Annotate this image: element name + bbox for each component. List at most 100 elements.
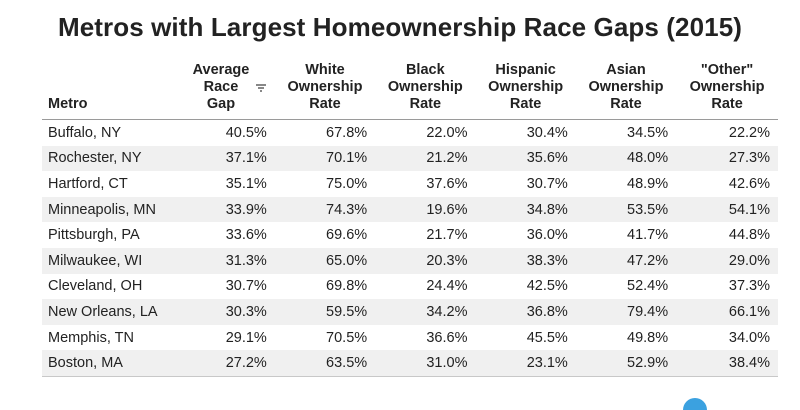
table-row: Hartford, CT 35.1% 75.0% 37.6% 30.7% 48.9% 42.… (42, 171, 778, 197)
value-cell-white-ownership-rate: 67.8% (326, 124, 368, 141)
value-cell-asian-ownership-rate: 52.4% (627, 278, 669, 295)
table-row: Milwaukee, WI 31.3% 65.0% 20.3% 38.3% 47.2% 29… (42, 247, 778, 274)
table-row: Boston, MA 27.2% 63.5% 31.0% 23.1% 52.9% 38.4% (42, 350, 778, 377)
value-cell-hispanic-ownership-rate: 36.0% (526, 227, 568, 244)
value-cell-hispanic-ownership-rate: 42.5% (526, 278, 568, 295)
value-cell-black-ownership-rate: 34.2% (426, 303, 468, 320)
value-cell-other-ownership-rate: 34.0% (728, 329, 770, 346)
table-row: Buffalo, NY 40.5% 67.8% 22.0% 30.4% 34.5% 22.2… (42, 119, 778, 146)
value-cell-average-race-gap: 40.5% (225, 124, 267, 141)
table-row: Rochester, NY 37.1% 70.1% 21.2% 35.6% 48.0% 27… (42, 145, 778, 172)
metro-name-cell: Boston, MA (48, 355, 123, 372)
value-cell-other-ownership-rate: 54.1% (728, 201, 770, 218)
value-cell-other-ownership-rate: 27.3% (728, 150, 770, 167)
value-cell-asian-ownership-rate: 79.4% (627, 303, 669, 320)
column-header-metro[interactable]: Metro (42, 60, 185, 120)
column-header-label: Average Race Gap (193, 62, 250, 113)
column-header-line: Rate (610, 96, 642, 112)
value-cell-asian-ownership-rate: 48.0% (627, 150, 669, 167)
value-cell-white-ownership-rate: 75.0% (326, 175, 368, 192)
column-header-line: Average (192, 62, 250, 78)
value-cell-asian-ownership-rate: 48.9% (627, 175, 669, 192)
column-header-line: Ownership (488, 79, 564, 95)
value-cell-white-ownership-rate: 70.1% (326, 150, 368, 167)
column-header-line: Rate (509, 96, 542, 112)
value-cell-other-ownership-rate: 29.0% (728, 252, 770, 269)
value-cell-average-race-gap: 30.7% (225, 278, 267, 295)
value-cell-hispanic-ownership-rate: 30.4% (526, 124, 568, 141)
column-header-line: Ownership (588, 79, 664, 95)
value-cell-asian-ownership-rate: 52.9% (627, 355, 669, 372)
metro-name-cell: Cleveland, OH (48, 278, 143, 295)
column-header-black-ownership-rate[interactable]: Black Ownership Rate (375, 60, 475, 120)
column-header-line: Gap (206, 96, 236, 112)
table-row: Cleveland, OH 30.7% 69.8% 24.4% 42.5% 52.4% 37… (42, 273, 778, 300)
value-cell-average-race-gap: 29.1% (225, 329, 267, 346)
value-cell-white-ownership-rate: 63.5% (326, 355, 368, 372)
value-cell-white-ownership-rate: 74.3% (326, 201, 368, 218)
value-cell-black-ownership-rate: 31.0% (426, 355, 468, 372)
value-cell-white-ownership-rate: 59.5% (326, 303, 368, 320)
column-header-label: White Ownership Rate (288, 62, 363, 113)
value-cell-asian-ownership-rate: 53.5% (627, 201, 669, 218)
value-cell-average-race-gap: 31.3% (225, 252, 267, 269)
value-cell-white-ownership-rate: 70.5% (326, 329, 368, 346)
value-cell-asian-ownership-rate: 49.8% (627, 329, 669, 346)
metro-name-cell: Memphis, TN (48, 329, 134, 346)
column-header-line: "Other" (700, 62, 754, 78)
value-cell-white-ownership-rate: 65.0% (326, 252, 368, 269)
column-header-line: Rate (711, 96, 743, 112)
value-cell-average-race-gap: 27.2% (225, 355, 267, 372)
column-header-white-ownership-rate[interactable]: White Ownership Rate (275, 60, 375, 120)
value-cell-black-ownership-rate: 19.6% (426, 201, 468, 218)
column-header-line: Hispanic (495, 62, 556, 78)
column-header-line: Metro (48, 96, 88, 112)
column-header-line: Ownership (387, 79, 463, 95)
value-cell-hispanic-ownership-rate: 35.6% (526, 150, 568, 167)
value-cell-hispanic-ownership-rate: 38.3% (526, 252, 568, 269)
value-cell-other-ownership-rate: 38.4% (728, 355, 770, 372)
value-cell-other-ownership-rate: 37.3% (728, 278, 770, 295)
value-cell-average-race-gap: 37.1% (225, 150, 267, 167)
column-header-line: Rate (309, 96, 341, 112)
column-header-line: Rate (409, 96, 442, 112)
column-header-hispanic-ownership-rate[interactable]: Hispanic Ownership Rate (475, 60, 575, 120)
value-cell-black-ownership-rate: 24.4% (426, 278, 468, 295)
value-cell-hispanic-ownership-rate: 30.7% (526, 175, 568, 192)
metro-name-cell: Buffalo, NY (48, 124, 122, 141)
value-cell-black-ownership-rate: 21.2% (426, 150, 468, 167)
column-header-other-ownership-rate[interactable]: "Other" Ownership Rate (676, 60, 778, 120)
column-header-line: Asian (606, 62, 646, 78)
value-cell-average-race-gap: 30.3% (225, 303, 267, 320)
value-cell-asian-ownership-rate: 34.5% (627, 124, 669, 141)
column-header-label: Asian Ownership Rate (589, 62, 664, 113)
column-header-asian-ownership-rate[interactable]: Asian Ownership Rate (576, 60, 676, 120)
metro-name-cell: New Orleans, LA (48, 303, 158, 320)
column-header-label: Metro (48, 96, 87, 112)
partial-accent-shape (683, 398, 707, 410)
chart-title: Metros with Largest Homeownership Race G… (57, 12, 743, 42)
value-cell-white-ownership-rate: 69.8% (326, 278, 368, 295)
table-row: Memphis, TN 29.1% 70.5% 36.6% 45.5% 49.8% 34.0… (42, 324, 778, 351)
data-table: Metro Average Race Gap White Ownership Rate Bla… (42, 60, 778, 377)
column-header-average-race-gap[interactable]: Average Race Gap (185, 60, 275, 120)
value-cell-asian-ownership-rate: 41.7% (627, 227, 669, 244)
column-header-label: Black Ownership Rate (388, 62, 463, 113)
metro-name-cell: Rochester, NY (48, 150, 142, 167)
value-cell-asian-ownership-rate: 47.2% (627, 252, 669, 269)
value-cell-hispanic-ownership-rate: 36.8% (526, 303, 568, 320)
metro-name-cell: Milwaukee, WI (48, 252, 143, 269)
value-cell-average-race-gap: 33.9% (225, 201, 267, 218)
sort-descending-icon[interactable] (255, 83, 267, 93)
value-cell-black-ownership-rate: 37.6% (426, 175, 468, 192)
value-cell-white-ownership-rate: 69.6% (326, 227, 368, 244)
metro-name-cell: Pittsburgh, PA (48, 227, 140, 244)
table-row: Pittsburgh, PA 33.6% 69.6% 21.7% 36.0% 41.7% 4… (42, 222, 778, 248)
value-cell-hispanic-ownership-rate: 23.1% (526, 355, 568, 372)
table-row: New Orleans, LA 30.3% 59.5% 34.2% 36.8% 79.4%… (42, 299, 778, 325)
column-header-line: Ownership (287, 79, 363, 95)
column-header-label: "Other" Ownership Rate (690, 62, 765, 113)
column-header-line: Race (203, 79, 239, 95)
column-header-line: Ownership (689, 79, 765, 95)
column-header-line: Black (405, 62, 445, 78)
